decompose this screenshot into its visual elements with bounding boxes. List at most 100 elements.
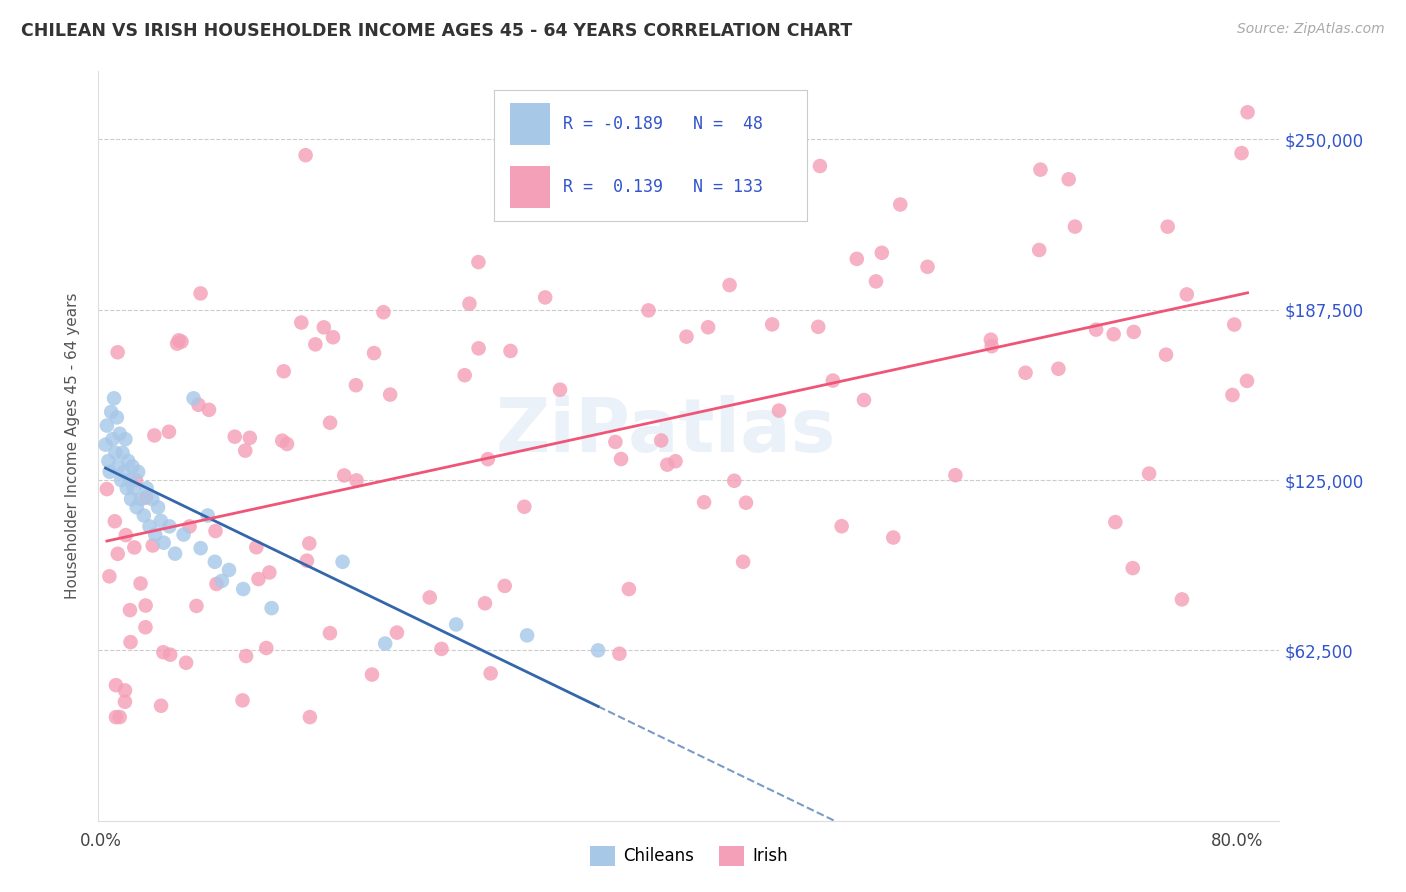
Point — [675, 329, 697, 343]
Point — [247, 572, 270, 586]
Point — [980, 339, 1002, 353]
Point — [190, 541, 212, 556]
Point — [1156, 219, 1178, 234]
Point — [516, 628, 538, 642]
Point — [889, 197, 911, 211]
Point — [586, 643, 609, 657]
Point — [513, 500, 536, 514]
Point — [273, 364, 295, 378]
Point — [1236, 374, 1258, 388]
Point — [444, 617, 467, 632]
Point — [467, 255, 489, 269]
Point — [233, 443, 256, 458]
Legend: Chileans, Irish: Chileans, Irish — [583, 839, 794, 872]
Point — [271, 434, 294, 448]
Point — [723, 474, 745, 488]
Point — [107, 459, 129, 474]
Point — [211, 574, 233, 588]
Point — [917, 260, 939, 274]
Point — [322, 330, 344, 344]
Point — [165, 547, 187, 561]
Point — [114, 695, 136, 709]
Point — [107, 345, 129, 359]
Point — [768, 403, 790, 417]
Point — [617, 582, 640, 596]
Point — [159, 648, 181, 662]
Point — [114, 528, 136, 542]
Text: CHILEAN VS IRISH HOUSEHOLDER INCOME AGES 45 - 64 YEARS CORRELATION CHART: CHILEAN VS IRISH HOUSEHOLDER INCOME AGES… — [21, 22, 852, 40]
Text: Source: ZipAtlas.com: Source: ZipAtlas.com — [1237, 22, 1385, 37]
Point — [232, 582, 254, 596]
Point — [104, 446, 127, 460]
Point — [245, 541, 267, 555]
Point — [534, 290, 557, 304]
Point — [1154, 348, 1177, 362]
Point — [1064, 219, 1087, 234]
Point — [1175, 287, 1198, 301]
Point — [1057, 172, 1080, 186]
Point — [138, 519, 160, 533]
Point — [198, 402, 221, 417]
Point — [1171, 592, 1194, 607]
Point — [104, 710, 127, 724]
Point — [1230, 146, 1253, 161]
Point — [190, 286, 212, 301]
Point — [319, 416, 342, 430]
Point — [605, 434, 627, 449]
Point — [1028, 243, 1050, 257]
Point — [454, 368, 477, 383]
Point — [141, 492, 163, 507]
Point — [494, 579, 516, 593]
Point — [142, 539, 165, 553]
Point — [304, 337, 326, 351]
Point — [170, 334, 193, 349]
Point — [114, 432, 136, 446]
Text: ZiPatlas: ZiPatlas — [495, 394, 835, 467]
Point — [146, 500, 169, 515]
Point — [693, 495, 716, 509]
Point — [870, 245, 893, 260]
Point — [114, 683, 136, 698]
Point — [122, 481, 145, 495]
Point — [430, 641, 453, 656]
Point — [197, 508, 219, 523]
Point — [294, 148, 316, 162]
Point — [657, 458, 679, 472]
Point — [167, 334, 190, 348]
Point — [845, 252, 868, 266]
Point — [259, 566, 281, 580]
Point — [112, 465, 135, 479]
Point — [1122, 325, 1144, 339]
Point — [467, 342, 489, 356]
Point — [610, 452, 633, 467]
Point — [945, 468, 967, 483]
Point — [419, 591, 441, 605]
Point — [733, 555, 755, 569]
Point — [718, 278, 741, 293]
Point — [239, 431, 262, 445]
Point — [1137, 467, 1160, 481]
Point — [373, 305, 395, 319]
Point — [111, 446, 134, 460]
Point — [808, 159, 831, 173]
Point — [187, 398, 209, 412]
Point — [1223, 318, 1246, 332]
Point — [134, 620, 156, 634]
Point — [121, 459, 143, 474]
Point — [276, 437, 298, 451]
Point — [115, 481, 138, 495]
Point — [1047, 361, 1070, 376]
Point — [1222, 388, 1244, 402]
Point — [346, 474, 368, 488]
Point — [127, 465, 149, 479]
Point — [761, 318, 783, 332]
Point — [105, 410, 128, 425]
Point — [129, 576, 152, 591]
Point — [98, 465, 121, 479]
Point — [295, 554, 318, 568]
Point — [235, 648, 257, 663]
Point — [117, 454, 139, 468]
Point — [697, 320, 720, 334]
Point — [104, 514, 127, 528]
Point — [204, 524, 226, 538]
